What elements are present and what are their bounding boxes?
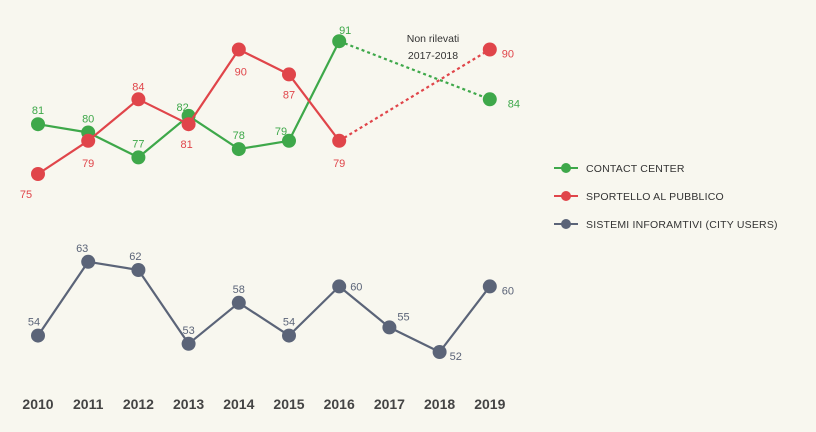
data-label: 90: [235, 67, 247, 79]
x-tick-label: 2010: [22, 396, 53, 412]
x-tick-label: 2012: [123, 396, 154, 412]
series-layer: 81 80 77 82 78 79 91 84 75 79 84 81 90 87 79 90 54 63 62 53…: [20, 25, 520, 363]
x-tick-label: 2017: [374, 396, 405, 412]
data-label: 78: [233, 130, 245, 142]
data-point: [282, 133, 296, 148]
x-tick-label: 2011: [73, 396, 104, 412]
series-gap-line: [338, 40, 491, 101]
data-label: 54: [283, 317, 295, 329]
data-label: 91: [339, 25, 351, 37]
data-point: [131, 92, 146, 107]
series-2: 54 63 62 53 58 54 60 55 52 60: [28, 243, 514, 363]
legend-label: SPORTELLO AL PUBBLICO: [586, 191, 724, 203]
data-label: 81: [180, 139, 192, 151]
data-label: 79: [275, 126, 287, 138]
data-point: [282, 67, 296, 82]
data-point: [81, 133, 96, 148]
x-tick-label: 2019: [474, 396, 505, 412]
data-label: 58: [233, 284, 245, 296]
data-label: 54: [28, 317, 40, 329]
data-label: 60: [502, 285, 514, 297]
x-tick-label: 2018: [424, 396, 455, 412]
data-point: [231, 295, 246, 310]
data-label: 84: [508, 98, 520, 110]
data-label: 81: [32, 105, 44, 117]
x-tick-label: 2013: [173, 396, 204, 412]
data-point: [332, 34, 347, 49]
data-point: [432, 345, 447, 359]
series-1: 75 79 84 81 90 87 79 90: [20, 42, 514, 201]
data-point: [231, 42, 246, 57]
x-tick-label: 2015: [273, 396, 304, 412]
data-point: [181, 336, 196, 351]
data-label: 75: [20, 189, 32, 201]
data-label: 82: [176, 102, 188, 114]
x-tick-label: 2014: [223, 396, 254, 412]
data-point: [131, 263, 146, 277]
data-label: 55: [397, 311, 409, 323]
data-point: [482, 279, 497, 294]
legend-item-sistemi: SISTEMI INFORAMTIVI (CITY USERS): [554, 219, 778, 231]
legend-item-sportello: SPORTELLO AL PUBBLICO: [554, 191, 724, 203]
data-point: [31, 167, 45, 181]
data-point: [181, 117, 196, 132]
series-0: 81 80 77 82 78 79 91 84: [31, 25, 520, 165]
x-axis: 2010 2011 2012 2013 2014 2015 2016 2017 2018 2019: [22, 396, 505, 412]
data-label: 62: [129, 251, 141, 263]
data-label: 63: [76, 243, 88, 255]
annotation-line-1: Non rilevati: [407, 33, 460, 45]
legend-item-contact-center: CONTACT CENTER: [554, 163, 685, 175]
data-label: 80: [82, 114, 94, 126]
legend-label: CONTACT CENTER: [586, 163, 685, 175]
data-point: [31, 117, 45, 132]
data-point: [332, 133, 347, 148]
data-point: [382, 320, 397, 335]
data-label: 52: [450, 351, 462, 363]
data-point: [482, 92, 497, 107]
data-point: [31, 328, 45, 343]
data-label: 84: [132, 81, 144, 93]
data-label: 60: [350, 281, 362, 293]
data-point: [131, 150, 146, 165]
data-point: [231, 142, 246, 157]
series-gap-line: [338, 48, 491, 142]
data-label: 53: [182, 325, 194, 337]
legend: CONTACT CENTER SPORTELLO AL PUBBLICO SIS…: [554, 163, 778, 231]
gap-annotation: Non rilevati 2017-2018: [407, 33, 460, 62]
data-label: 90: [502, 49, 514, 61]
data-point: [81, 254, 96, 269]
legend-label: SISTEMI INFORAMTIVI (CITY USERS): [586, 219, 778, 231]
data-label: 87: [283, 89, 295, 101]
data-label: 79: [82, 158, 94, 170]
data-point: [482, 42, 497, 57]
legend-swatch-dot: [561, 191, 571, 201]
legend-swatch-dot: [561, 219, 571, 229]
data-point: [332, 279, 347, 294]
series-line: [37, 260, 491, 354]
annotation-line-2: 2017-2018: [408, 50, 458, 62]
x-tick-label: 2016: [324, 396, 355, 412]
data-point: [282, 328, 296, 343]
data-label: 79: [333, 158, 345, 170]
legend-swatch-dot: [561, 163, 571, 173]
data-label: 77: [132, 138, 144, 150]
